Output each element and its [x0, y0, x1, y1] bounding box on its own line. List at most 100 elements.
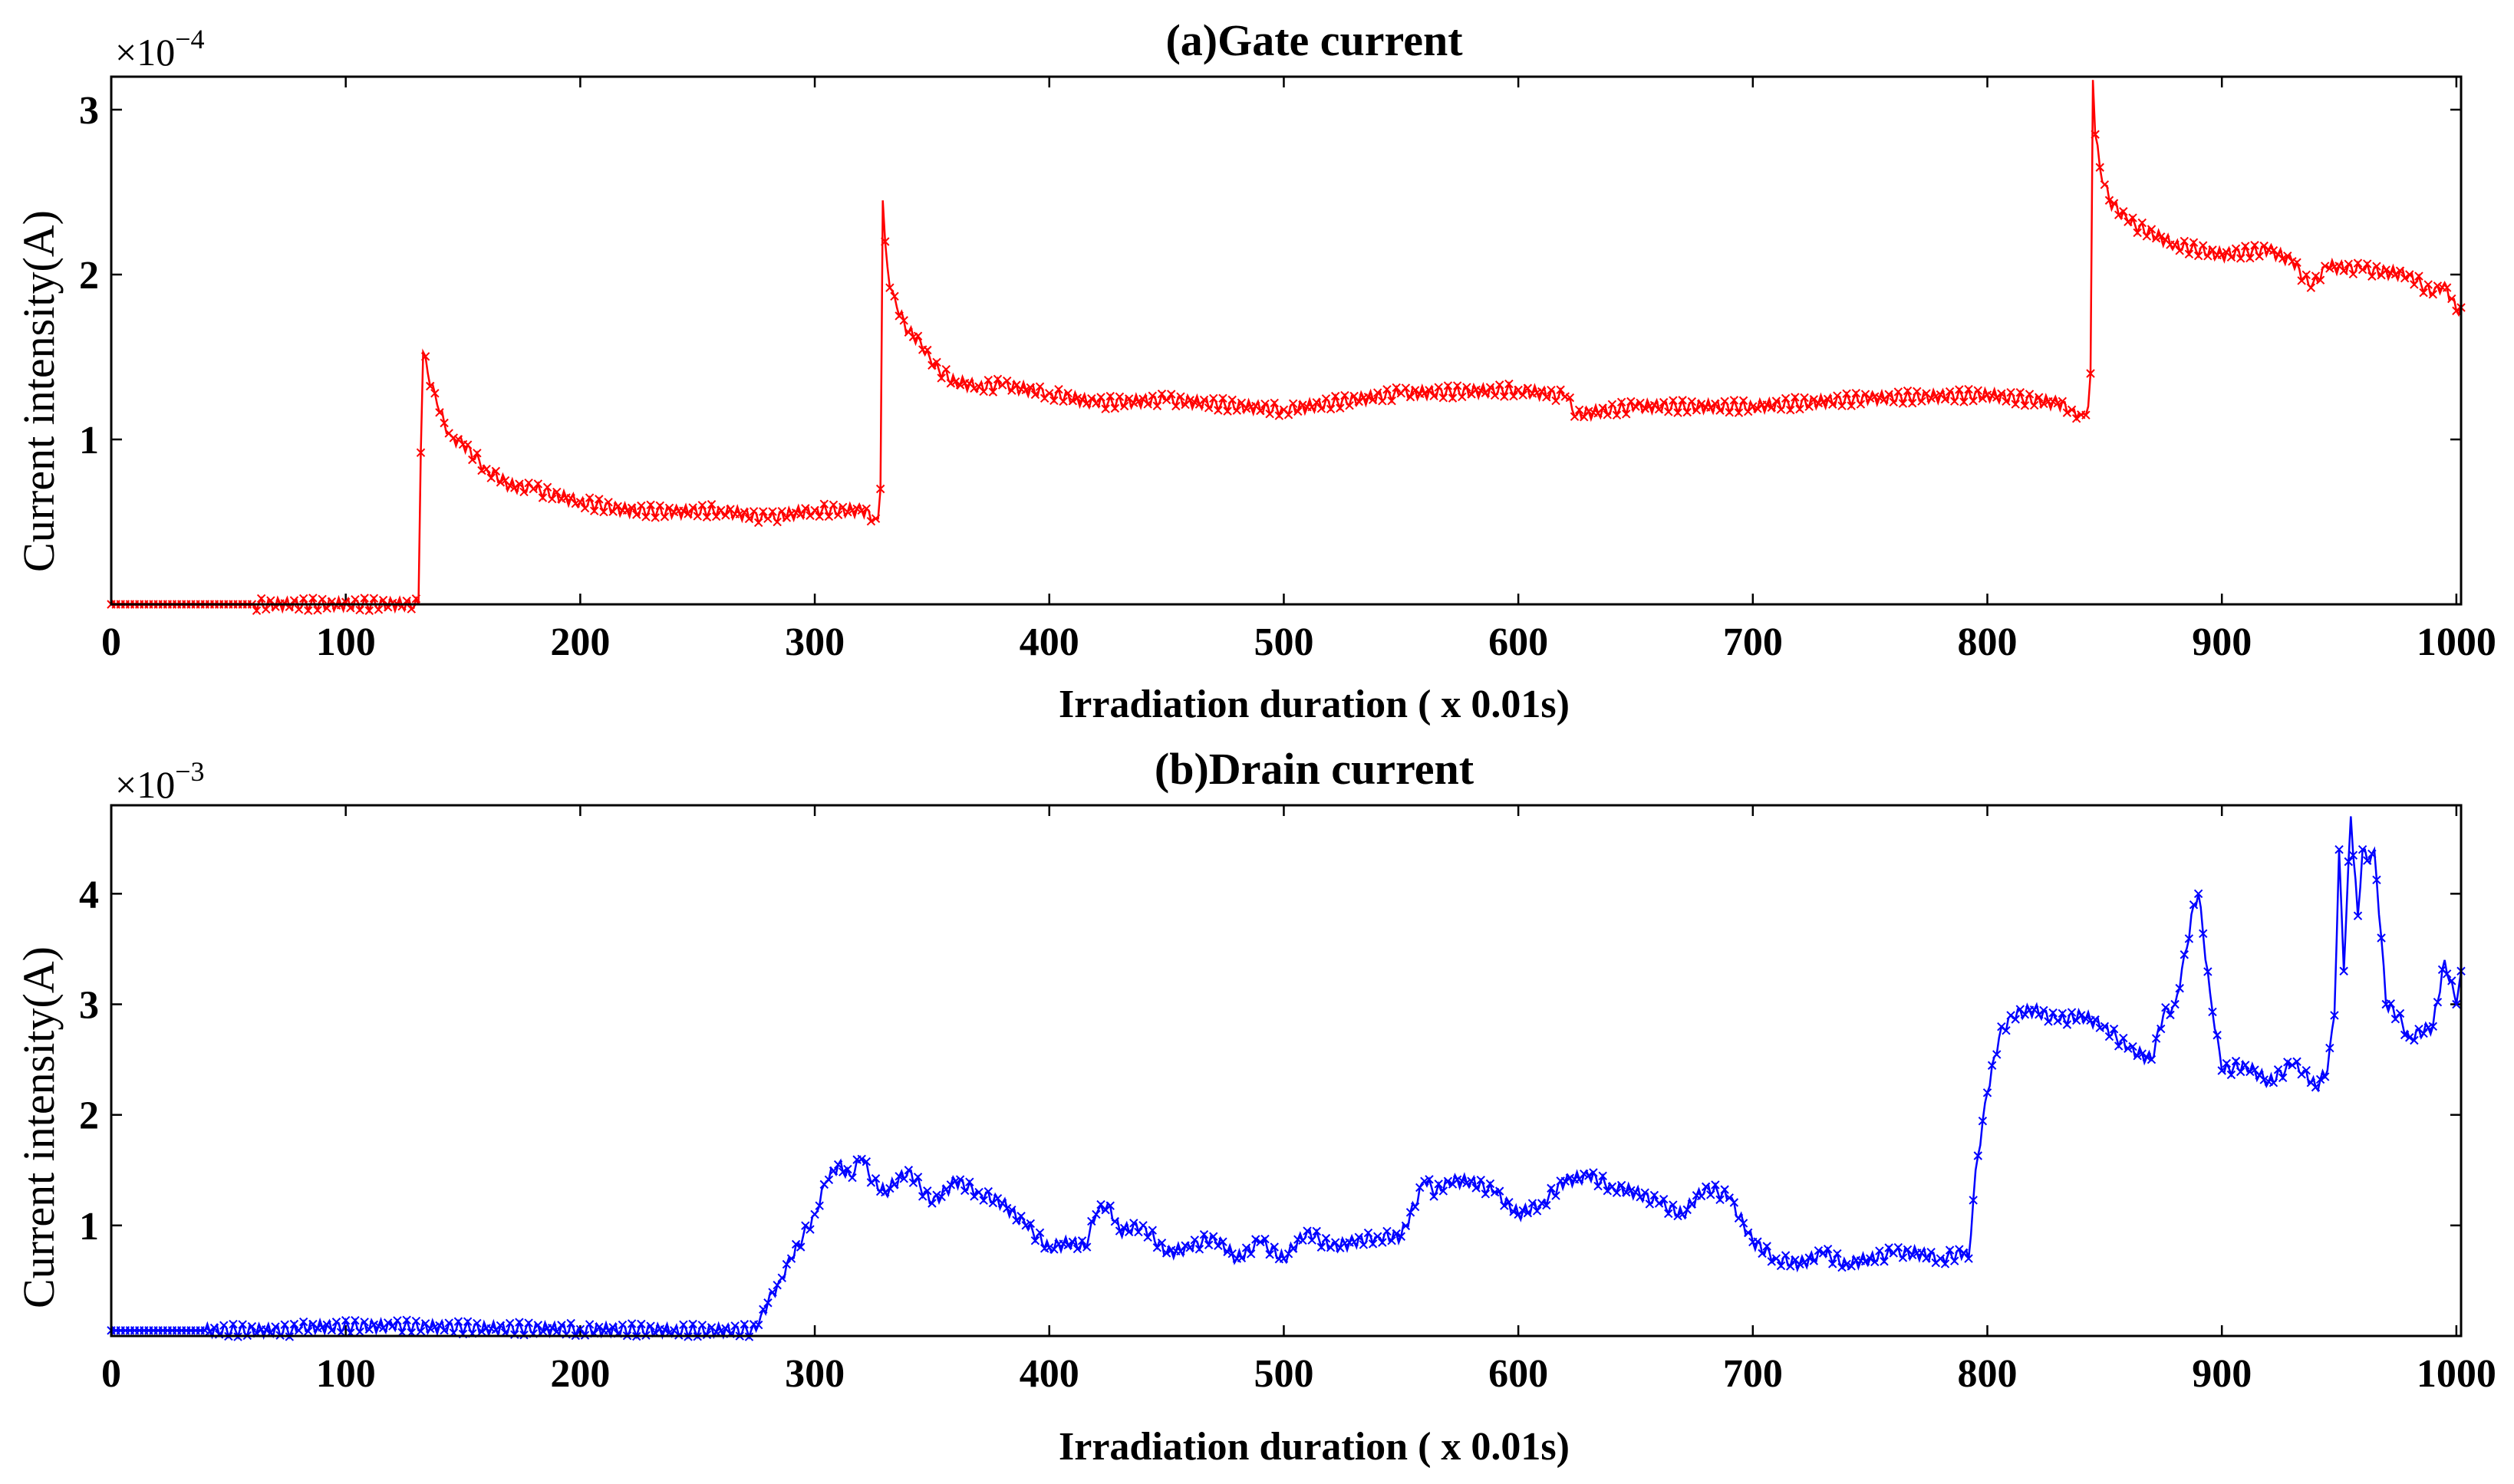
data-point-marker — [1978, 393, 1988, 403]
y-tick-label: 1 — [79, 419, 99, 462]
data-point-marker — [2157, 232, 2166, 242]
data-point-marker — [1809, 1256, 1819, 1265]
data-point-marker — [1471, 1183, 1481, 1193]
data-point-marker — [1842, 1259, 1851, 1268]
data-point-marker — [2025, 390, 2035, 399]
data-point-marker — [1049, 396, 1059, 406]
data-point-marker — [1072, 393, 1082, 403]
data-point-marker — [1045, 1242, 1054, 1252]
data-point-marker — [580, 503, 590, 513]
data-point-marker — [360, 594, 369, 603]
data-point-marker — [1973, 386, 1982, 395]
data-point-marker — [1035, 382, 1045, 391]
data-point-marker — [2199, 241, 2208, 250]
data-point-marker — [1063, 388, 1072, 398]
data-point-marker — [2410, 280, 2419, 289]
data-point-marker — [262, 604, 271, 614]
data-point-marker — [1786, 405, 1795, 415]
data-point-marker — [1616, 1180, 1626, 1190]
data-point-marker — [1321, 394, 1331, 403]
data-point-marker — [1645, 1199, 1655, 1209]
data-point-marker — [1818, 397, 1828, 406]
data-point-marker — [1185, 396, 1194, 405]
data-point-marker — [585, 1320, 595, 1329]
data-point-marker — [1809, 395, 1819, 404]
data-point-marker — [1223, 1247, 1232, 1256]
data-point-marker — [2334, 844, 2344, 854]
data-point-marker — [2011, 400, 2020, 409]
data-point-marker — [2180, 950, 2189, 959]
data-point-marker — [1678, 396, 1687, 405]
data-point-marker — [1420, 389, 1429, 398]
data-point-marker — [453, 1317, 463, 1326]
data-point-marker — [637, 501, 646, 511]
data-point-marker — [2428, 1022, 2438, 1032]
data-point-marker — [848, 1173, 857, 1183]
data-point-marker — [697, 1321, 707, 1330]
data-point-marker — [2414, 271, 2423, 281]
data-point-marker — [1312, 1226, 1321, 1236]
data-point-marker — [2410, 1035, 2419, 1045]
data-point-marker — [768, 507, 777, 516]
x-tick-label: 1000 — [2417, 620, 2496, 664]
data-point-marker — [1791, 393, 1800, 402]
data-point-marker — [1003, 1203, 1012, 1213]
data-point-marker — [1265, 1249, 1274, 1259]
data-point-marker — [1580, 1170, 1589, 1179]
data-point-marker — [2137, 218, 2147, 228]
y-tick-group: 1 2 3 4 — [79, 873, 2461, 1249]
data-point-marker — [815, 512, 824, 522]
data-point-marker — [209, 1323, 219, 1333]
data-point-marker — [1692, 406, 1702, 415]
x-tick-label: 1000 — [2417, 1352, 2496, 1396]
data-point-marker — [2452, 999, 2461, 1009]
data-point-marker — [1434, 383, 1443, 392]
data-point-marker — [2278, 254, 2288, 263]
data-point-marker — [298, 594, 308, 604]
data-point-marker — [1969, 1196, 1978, 1205]
data-point-marker — [1776, 1261, 1786, 1271]
data-point-marker — [697, 501, 707, 510]
data-point-marker — [862, 504, 871, 514]
data-point-marker — [2128, 1041, 2137, 1051]
data-point-marker — [1622, 410, 1631, 419]
data-point-marker — [1373, 388, 1382, 397]
data-point-marker — [857, 505, 866, 515]
data-point-marker — [1715, 406, 1725, 415]
data-point-marker — [1209, 393, 1218, 403]
data-point-marker — [1560, 1176, 1570, 1186]
data-point-marker — [1612, 1188, 1622, 1197]
data-point-marker — [627, 1319, 637, 1328]
data-point-marker — [1649, 1190, 1659, 1200]
data-point-marker — [1199, 1230, 1209, 1239]
data-point-marker — [2442, 969, 2452, 979]
data-point-marker — [913, 331, 923, 341]
data-point-marker — [1378, 1238, 1387, 1247]
data-point-marker — [1045, 389, 1054, 398]
x-tick-label: 300 — [785, 1352, 845, 1396]
y-tick-label: 3 — [79, 89, 99, 133]
data-point-marker — [1616, 397, 1626, 407]
data-point-marker — [2395, 266, 2405, 275]
data-point-marker — [1982, 1088, 1992, 1097]
data-point-marker — [1082, 1242, 1092, 1252]
data-point-marker — [1804, 1253, 1814, 1262]
data-point-marker — [1926, 1247, 1936, 1257]
data-point-marker — [2199, 929, 2208, 939]
data-point-marker — [2077, 1011, 2086, 1020]
data-point-marker — [1476, 1175, 1485, 1185]
data-point-marker — [1363, 1228, 1373, 1238]
data-point-marker — [1786, 1262, 1795, 1271]
data-point-marker — [1527, 1199, 1537, 1208]
data-point-marker — [796, 1242, 806, 1252]
data-point-marker — [1622, 1187, 1631, 1197]
y-axis-label: Current intensity(A) — [14, 210, 64, 572]
data-point-marker — [566, 1318, 575, 1328]
data-point-marker — [2250, 241, 2259, 250]
data-point-marker — [1860, 1256, 1870, 1266]
data-point-marker — [993, 374, 1003, 384]
data-point-marker — [1950, 397, 1959, 406]
data-point-marker — [1682, 407, 1692, 417]
data-point-marker — [2133, 228, 2142, 238]
data-point-marker — [2184, 934, 2194, 943]
